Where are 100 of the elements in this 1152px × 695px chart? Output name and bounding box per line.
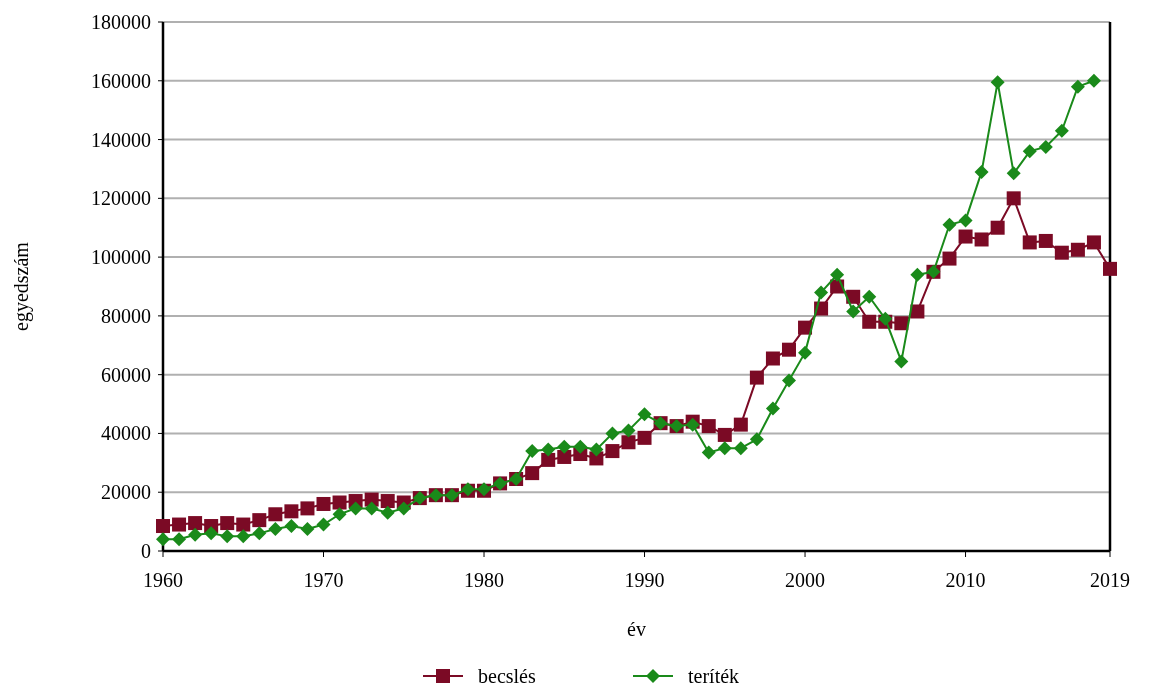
point [814, 285, 829, 300]
point [220, 529, 235, 544]
y-tick-label: 120000 [91, 187, 151, 210]
point [541, 452, 556, 467]
point [749, 432, 764, 447]
point [236, 529, 251, 544]
point [846, 289, 861, 304]
x-tick-label: 1980 [464, 569, 505, 591]
y-tick-label: 40000 [101, 422, 151, 445]
y-tick-label: 160000 [91, 69, 151, 92]
point [894, 316, 909, 331]
x-tick-label: 2010 [945, 569, 986, 591]
point [220, 516, 235, 531]
point [621, 435, 636, 450]
point [990, 220, 1005, 235]
point [605, 426, 620, 441]
point [1103, 261, 1117, 276]
point [1086, 73, 1101, 88]
point [830, 267, 845, 282]
point [894, 354, 909, 369]
point [910, 267, 925, 282]
y-tick-label: 140000 [91, 128, 151, 151]
point [781, 373, 796, 388]
point [1022, 235, 1037, 250]
point [701, 445, 716, 460]
point [172, 517, 187, 532]
point [942, 217, 957, 232]
point [621, 423, 636, 438]
point [284, 519, 299, 534]
y-tick-label: 0 [141, 540, 151, 562]
x-axis-title: év [627, 618, 646, 640]
point [573, 439, 588, 454]
point [525, 466, 540, 481]
point [1054, 123, 1069, 138]
point [942, 251, 957, 266]
point [172, 532, 187, 547]
point [701, 419, 716, 434]
point [268, 507, 283, 522]
y-tick-label: 180000 [91, 11, 151, 33]
point [974, 232, 989, 247]
point [637, 407, 652, 422]
point [541, 442, 556, 457]
y-axis-title: egyedszám [10, 241, 33, 331]
y-tick-label: 60000 [101, 363, 151, 386]
point [765, 351, 780, 366]
point [364, 501, 379, 516]
point [380, 494, 395, 509]
point [1022, 144, 1037, 159]
point [1070, 242, 1085, 257]
point [798, 320, 813, 335]
x-tick-label: 1970 [303, 569, 344, 591]
y-tick-label: 80000 [101, 304, 151, 327]
point [781, 342, 796, 357]
point [188, 527, 203, 542]
point [268, 521, 283, 536]
point [1038, 139, 1053, 154]
point [300, 501, 315, 516]
point [252, 513, 267, 528]
legend-label: becslés [478, 665, 536, 687]
point [798, 345, 813, 360]
point [236, 517, 251, 532]
point [1038, 233, 1053, 248]
point [156, 519, 170, 534]
point [974, 164, 989, 179]
point [1070, 79, 1085, 94]
point [557, 439, 572, 454]
point [300, 521, 315, 536]
point [188, 516, 203, 531]
point [332, 495, 347, 510]
point [958, 229, 973, 244]
point [1086, 235, 1101, 250]
point [589, 442, 604, 457]
legend-label: teríték [688, 665, 740, 687]
point [846, 304, 861, 319]
point [958, 213, 973, 228]
point [717, 427, 732, 442]
point [204, 526, 219, 541]
point [557, 449, 572, 464]
x-tick-label: 2019 [1090, 569, 1130, 591]
point [316, 517, 331, 532]
point [525, 444, 540, 459]
point [316, 496, 331, 511]
point [637, 430, 652, 445]
point [252, 526, 267, 541]
point [990, 75, 1005, 90]
x-tick-label: 1990 [624, 569, 665, 591]
point [717, 441, 732, 456]
x-tick-label: 1960 [143, 569, 183, 591]
y-tick-label: 20000 [101, 481, 151, 504]
point [1006, 166, 1021, 181]
point [1054, 245, 1069, 260]
y-tick-label: 100000 [91, 246, 151, 269]
point [396, 501, 411, 516]
point [380, 505, 395, 520]
point [1006, 191, 1021, 206]
point [284, 504, 299, 519]
point [156, 532, 170, 547]
point [749, 370, 764, 385]
point [332, 507, 347, 522]
point [733, 441, 748, 456]
